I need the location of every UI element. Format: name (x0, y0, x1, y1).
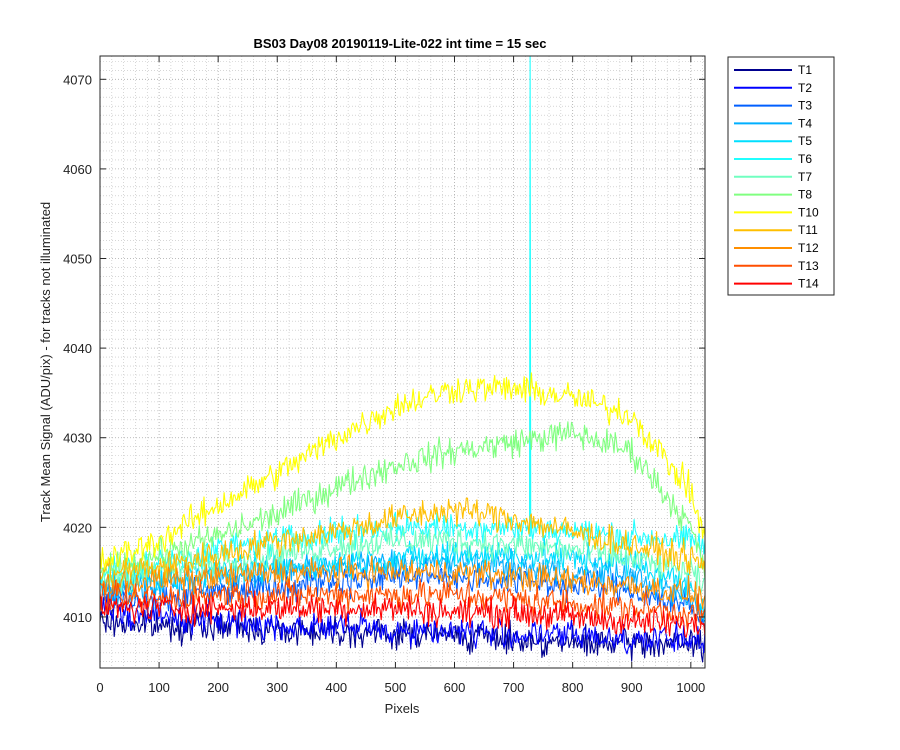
x-tick-label: 600 (444, 680, 466, 695)
legend-label-t1: T1 (798, 63, 812, 77)
y-tick-labels: 4010 4020 4030 4040 4050 4060 4070 (63, 72, 92, 625)
x-axis-label: Pixels (385, 701, 420, 716)
legend-label-t7: T7 (798, 170, 812, 184)
series-line-t14 (99, 590, 706, 638)
x-tick-label: 500 (385, 680, 407, 695)
y-tick-label: 4010 (63, 610, 92, 625)
x-tick-label: 700 (503, 680, 525, 695)
chart-title: BS03 Day08 20190119-Lite-022 int time = … (253, 36, 546, 51)
series-line-t8 (99, 421, 706, 586)
series-line-t13 (99, 578, 706, 630)
legend: T1 T2 T3 T4 T5 T6 T7 T8 T10 T11 T12 T13 T14 (727, 56, 835, 296)
series-line-t11 (99, 497, 706, 584)
legend-label-t12: T12 (798, 241, 819, 255)
legend-label-t10: T10 (798, 205, 819, 219)
x-tick-labels: 0 100 200 300 400 500 600 700 800 900 1000 (96, 680, 705, 695)
legend-items: T1 T2 T3 T4 T5 T6 T7 T8 T10 T11 T12 T13 T14 (734, 63, 819, 291)
series-line-t2 (99, 594, 706, 655)
y-axis-label: Track Mean Signal (ADU/pix) - for tracks… (38, 202, 53, 522)
y-tick-label: 4040 (63, 341, 92, 356)
series-line-t10 (99, 372, 706, 570)
legend-label-t14: T14 (798, 277, 819, 291)
series-line-t12 (99, 554, 706, 612)
legend-label-t5: T5 (798, 134, 812, 148)
plot-area (99, 55, 706, 669)
y-tick-label: 4020 (63, 520, 92, 535)
legend-label-t13: T13 (798, 259, 819, 273)
x-tick-label: 1000 (676, 680, 705, 695)
x-tick-label: 400 (325, 680, 347, 695)
legend-label-t11: T11 (798, 223, 818, 237)
y-tick-label: 4070 (63, 72, 92, 87)
axis-ticks (99, 56, 705, 668)
series-line-t6 (99, 55, 706, 585)
axes-box (99, 55, 706, 669)
legend-label-t8: T8 (798, 188, 812, 202)
y-tick-label: 4030 (63, 431, 92, 446)
y-tick-label: 4060 (63, 162, 92, 177)
legend-label-t6: T6 (798, 152, 812, 166)
x-tick-label: 200 (207, 680, 229, 695)
legend-label-t2: T2 (798, 81, 812, 95)
x-tick-label: 300 (266, 680, 288, 695)
x-tick-label: 800 (562, 680, 584, 695)
x-tick-label: 100 (148, 680, 170, 695)
y-tick-label: 4050 (63, 252, 92, 267)
legend-label-t3: T3 (798, 99, 812, 113)
x-tick-label: 0 (96, 680, 103, 695)
legend-label-t4: T4 (798, 116, 812, 130)
series-lines (99, 55, 706, 663)
x-tick-label: 900 (621, 680, 643, 695)
